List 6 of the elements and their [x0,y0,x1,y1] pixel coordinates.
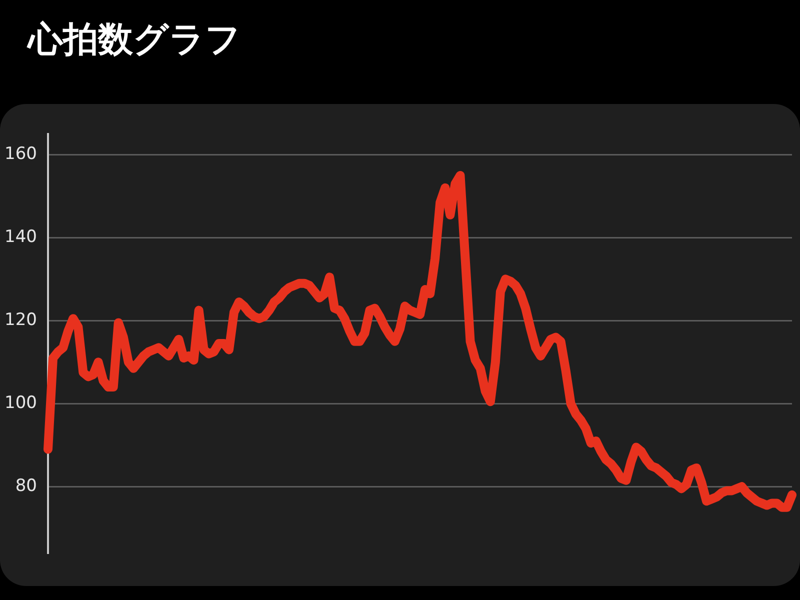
y-tick-label: 100 [4,393,37,414]
chart-title: 心拍数グラフ [28,19,241,62]
y-tick-label: 140 [4,227,37,248]
y-tick-label: 80 [15,476,37,496]
y-tick-label: 120 [4,310,37,330]
y-tick-label: 160 [4,144,37,164]
